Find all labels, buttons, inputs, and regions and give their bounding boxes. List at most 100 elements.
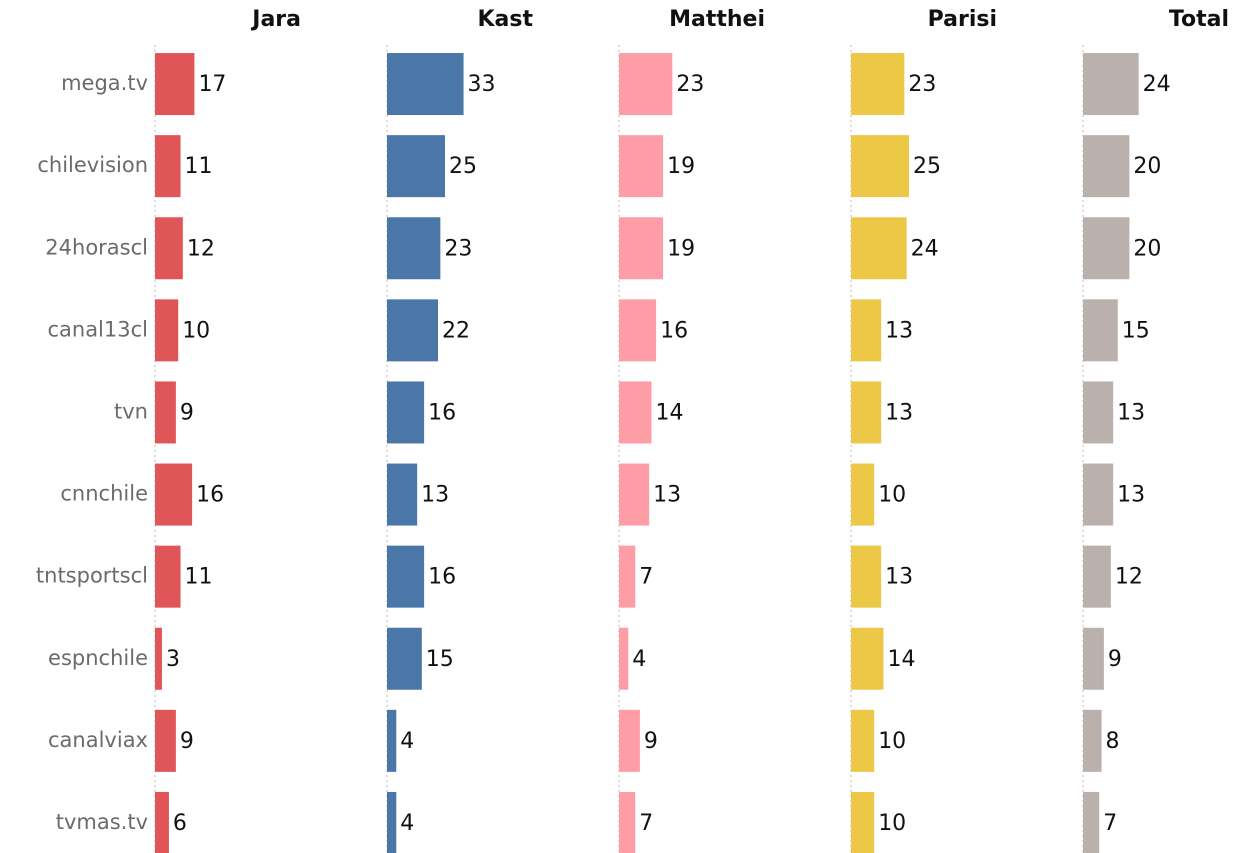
bar bbox=[1083, 381, 1114, 444]
bar bbox=[851, 299, 882, 362]
bar bbox=[1083, 791, 1100, 853]
value-label: 9 bbox=[644, 729, 658, 754]
bar bbox=[1083, 627, 1104, 690]
value-label: 20 bbox=[1133, 154, 1161, 179]
value-label: 25 bbox=[913, 154, 941, 179]
category-label: tvn bbox=[114, 399, 148, 423]
category-label: 24horascl bbox=[45, 235, 148, 259]
value-label: 19 bbox=[667, 236, 695, 261]
value-label: 25 bbox=[449, 154, 477, 179]
value-label: 10 bbox=[878, 483, 906, 508]
bar bbox=[619, 135, 664, 198]
value-label: 11 bbox=[185, 565, 213, 590]
bar bbox=[851, 791, 875, 853]
bar bbox=[851, 135, 909, 198]
value-label: 13 bbox=[1117, 400, 1145, 425]
category-label: chilevision bbox=[37, 153, 148, 177]
panel-title: Kast bbox=[477, 7, 533, 32]
panel-title: Total bbox=[1169, 7, 1229, 32]
value-label: 16 bbox=[428, 400, 456, 425]
bar bbox=[619, 299, 657, 362]
panel-title: Jara bbox=[250, 7, 301, 32]
value-label: 33 bbox=[468, 72, 496, 97]
bar bbox=[851, 709, 875, 772]
bar bbox=[387, 299, 439, 362]
bar bbox=[387, 545, 425, 608]
value-label: 12 bbox=[187, 236, 215, 261]
value-label: 16 bbox=[196, 483, 224, 508]
value-label: 4 bbox=[400, 811, 414, 836]
bar bbox=[387, 791, 397, 853]
panel-title: Parisi bbox=[928, 7, 997, 32]
bar bbox=[619, 791, 636, 853]
bar bbox=[619, 545, 636, 608]
value-label: 19 bbox=[667, 154, 695, 179]
bar bbox=[619, 217, 664, 280]
value-label: 10 bbox=[182, 318, 210, 343]
value-label: 23 bbox=[444, 236, 472, 261]
value-label: 12 bbox=[1115, 565, 1143, 590]
bar bbox=[155, 463, 193, 526]
value-label: 14 bbox=[887, 647, 915, 672]
bar bbox=[1083, 709, 1102, 772]
bar bbox=[155, 791, 169, 853]
bar bbox=[1083, 53, 1139, 116]
bar bbox=[619, 463, 650, 526]
value-label: 24 bbox=[1143, 72, 1171, 97]
bar bbox=[387, 463, 418, 526]
value-label: 10 bbox=[878, 729, 906, 754]
value-label: 14 bbox=[655, 400, 683, 425]
bar bbox=[619, 381, 652, 444]
category-label: canal13cl bbox=[47, 317, 148, 341]
value-label: 23 bbox=[676, 72, 704, 97]
value-label: 20 bbox=[1133, 236, 1161, 261]
value-label: 8 bbox=[1106, 729, 1120, 754]
bar bbox=[851, 381, 882, 444]
value-label: 15 bbox=[1122, 318, 1150, 343]
value-label: 17 bbox=[198, 72, 226, 97]
category-label: tntsportscl bbox=[36, 564, 148, 588]
bar bbox=[387, 217, 441, 280]
value-label: 22 bbox=[442, 318, 470, 343]
value-label: 10 bbox=[878, 811, 906, 836]
bar bbox=[387, 627, 422, 690]
bar bbox=[155, 217, 183, 280]
value-label: 4 bbox=[400, 729, 414, 754]
category-label: cnnchile bbox=[60, 482, 148, 506]
bar bbox=[387, 135, 445, 198]
bar bbox=[387, 709, 397, 772]
value-label: 13 bbox=[421, 483, 449, 508]
value-label: 23 bbox=[908, 72, 936, 97]
value-label: 13 bbox=[1117, 483, 1145, 508]
value-label: 15 bbox=[426, 647, 454, 672]
value-label: 16 bbox=[660, 318, 688, 343]
category-label: mega.tv bbox=[61, 71, 148, 95]
value-label: 4 bbox=[632, 647, 646, 672]
bar bbox=[851, 463, 875, 526]
value-label: 13 bbox=[885, 318, 913, 343]
bar bbox=[1083, 217, 1130, 280]
bar bbox=[619, 627, 629, 690]
value-label: 3 bbox=[166, 647, 180, 672]
panel-title: Matthei bbox=[669, 7, 765, 32]
bar bbox=[851, 217, 907, 280]
bar bbox=[619, 709, 640, 772]
value-label: 6 bbox=[173, 811, 187, 836]
bar bbox=[387, 53, 464, 116]
category-label: espnchile bbox=[48, 646, 148, 670]
bar bbox=[387, 381, 425, 444]
value-label: 7 bbox=[639, 565, 653, 590]
bar bbox=[155, 381, 176, 444]
bar bbox=[155, 299, 179, 362]
value-label: 7 bbox=[639, 811, 653, 836]
value-label: 16 bbox=[428, 565, 456, 590]
category-label: canalviax bbox=[48, 728, 148, 752]
bar bbox=[155, 53, 195, 116]
value-label: 13 bbox=[885, 400, 913, 425]
value-label: 13 bbox=[653, 483, 681, 508]
bar bbox=[619, 53, 673, 116]
value-label: 9 bbox=[180, 400, 194, 425]
category-label: tvmas.tv bbox=[56, 810, 148, 834]
bar bbox=[1083, 299, 1118, 362]
